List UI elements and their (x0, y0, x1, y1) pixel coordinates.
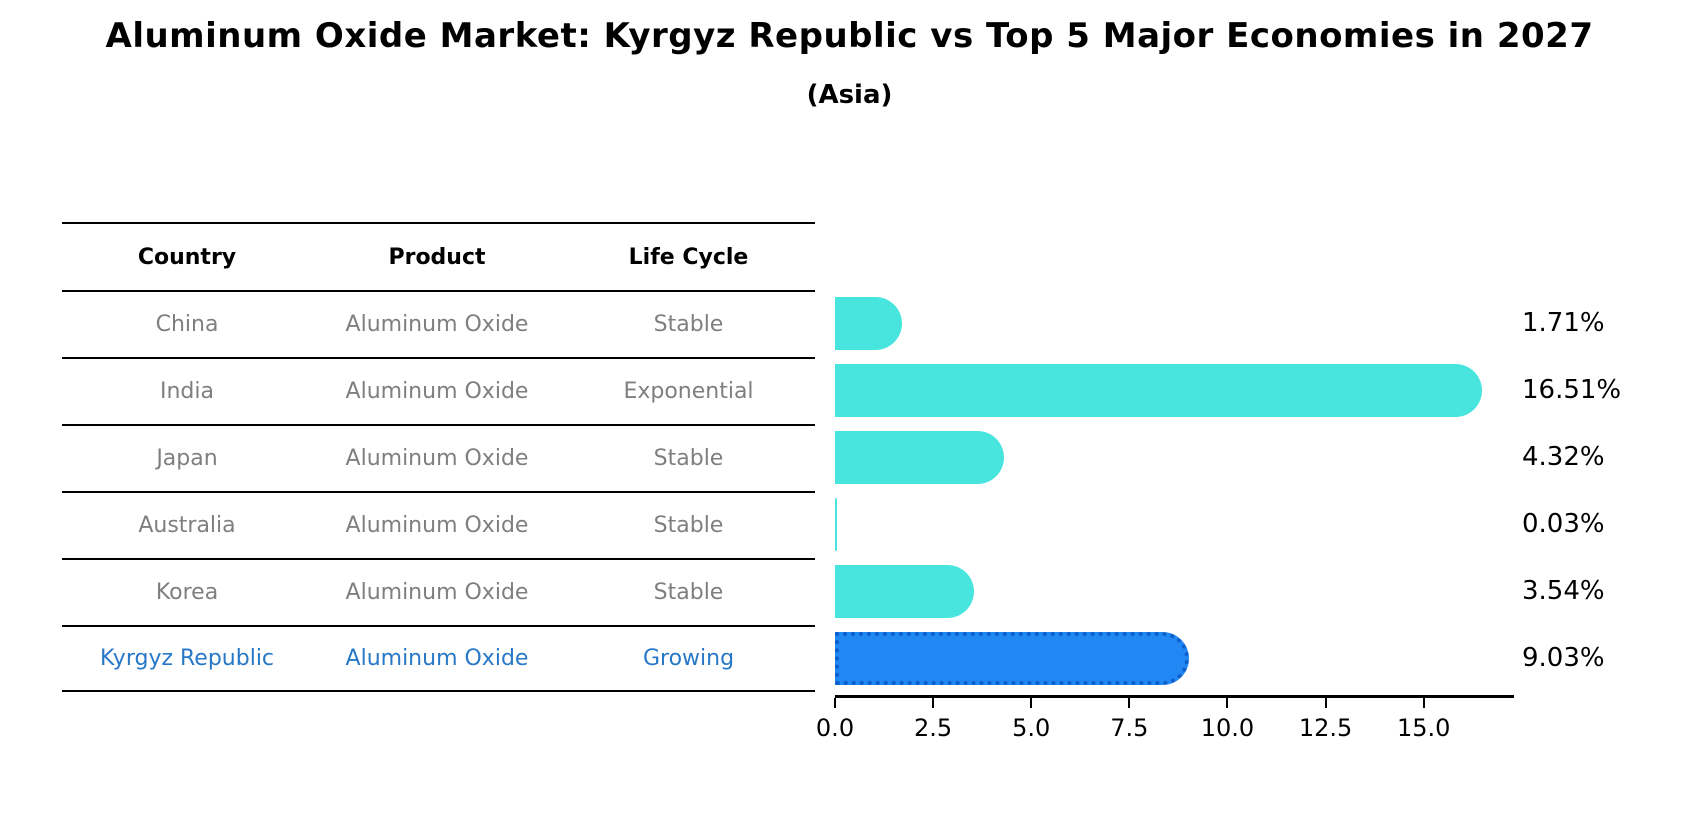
table-cell-product: Aluminum Oxide (345, 513, 529, 538)
x-axis-tick (1030, 698, 1033, 708)
table-cell-life-cycle: Stable (653, 513, 724, 538)
table-cell-country: Japan (156, 446, 218, 471)
value-label-australia: 0.03% (1522, 509, 1605, 539)
x-axis-tick (834, 698, 836, 708)
table-cell-country: India (160, 379, 214, 404)
value-label-korea: 3.54% (1522, 576, 1605, 606)
table-cell-country: China (155, 312, 219, 337)
x-axis-tick (1422, 698, 1425, 708)
bar-plot-area (835, 290, 1513, 692)
table-cell-country: Australia (138, 513, 236, 538)
table-row: Korea Aluminum Oxide Stable (62, 558, 815, 625)
bar-slot (835, 491, 1513, 558)
value-label-japan: 4.32% (1522, 442, 1605, 472)
table-row: Australia Aluminum Oxide Stable (62, 491, 815, 558)
value-label-china: 1.71% (1522, 308, 1605, 338)
x-axis-tick (932, 698, 935, 708)
value-label-kyrgyz-republic: 9.03% (1522, 643, 1605, 673)
x-axis-tick-label: 12.5 (1298, 714, 1353, 742)
x-axis-tick-label: 0.0 (815, 714, 855, 742)
chart-subtitle: (Asia) (806, 80, 893, 110)
country-table: Country Product Life Cycle China Aluminu… (62, 222, 815, 692)
bar-china (835, 297, 903, 350)
bar-slot (835, 558, 1513, 625)
table-row: Japan Aluminum Oxide Stable (62, 424, 815, 491)
x-axis: 0.0 2.5 5.0 7.5 10.0 12.5 15.0 (816, 695, 1514, 755)
bar-australia (835, 498, 837, 551)
value-label-column: 1.71% 16.51% 4.32% 0.03% 3.54% 9.03% (1522, 290, 1692, 692)
x-axis-tick-label: 7.5 (1110, 714, 1149, 742)
table-cell-life-cycle: Exponential (623, 379, 754, 404)
table-header-country: Country (137, 244, 237, 270)
bar-india (835, 364, 1483, 417)
bar-slot (835, 357, 1513, 424)
table-header-row: Country Product Life Cycle (62, 222, 815, 290)
bar-kyrgyz-republic (835, 632, 1189, 685)
table-cell-country: Kyrgyz Republic (99, 646, 275, 671)
x-axis-tick-label: 2.5 (914, 714, 953, 742)
table-header-product: Product (388, 244, 486, 270)
table-row: India Aluminum Oxide Exponential (62, 357, 815, 424)
table-cell-product: Aluminum Oxide (345, 580, 529, 605)
bar-slot (835, 424, 1513, 491)
table-cell-product: Aluminum Oxide (345, 646, 529, 671)
x-axis-tick-label: 10.0 (1200, 714, 1255, 742)
x-axis-tick-label: 5.0 (1012, 714, 1051, 742)
table-cell-country: Korea (155, 580, 219, 605)
table-cell-product: Aluminum Oxide (345, 446, 529, 471)
x-axis-tick (1226, 698, 1229, 708)
bar-slot (835, 625, 1513, 692)
table-cell-life-cycle: Stable (653, 312, 724, 337)
value-label-india: 16.51% (1522, 375, 1622, 405)
table-cell-product: Aluminum Oxide (345, 312, 529, 337)
table-header-life-cycle: Life Cycle (628, 244, 749, 270)
table-cell-life-cycle: Stable (653, 446, 724, 471)
table-row: China Aluminum Oxide Stable (62, 290, 815, 357)
x-axis-tick (1128, 698, 1131, 708)
table-row-highlight: Kyrgyz Republic Aluminum Oxide Growing (62, 625, 815, 692)
table-cell-product: Aluminum Oxide (345, 379, 529, 404)
x-axis-tick (1324, 698, 1327, 708)
bar-korea (835, 565, 974, 618)
bar-japan (835, 431, 1005, 484)
table-cell-life-cycle: Stable (653, 580, 724, 605)
bar-slot (835, 290, 1513, 357)
chart-title: Aluminum Oxide Market: Kyrgyz Republic v… (105, 16, 1594, 56)
x-axis-tick-label: 15.0 (1397, 714, 1451, 742)
table-cell-life-cycle: Growing (642, 646, 735, 671)
